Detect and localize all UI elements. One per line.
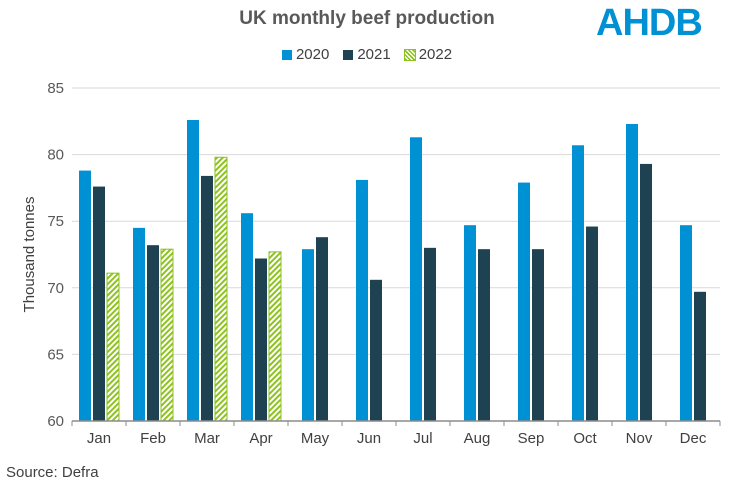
legend-swatch (343, 49, 354, 60)
bar-2021-Sep (532, 249, 544, 421)
x-tick-label: Dec (680, 430, 707, 447)
x-tick-label: Oct (573, 430, 597, 447)
bar-2021-Jul (424, 247, 436, 421)
bar-2022-Apr (268, 251, 282, 422)
y-tick-label: 80 (47, 147, 64, 164)
y-axis-label: Thousand tonnes (21, 197, 38, 313)
bar-2022-Jan (106, 272, 120, 422)
bar-2020-Feb (133, 227, 145, 421)
bar-2020-Jan (79, 170, 91, 421)
y-tick-label: 70 (47, 280, 64, 297)
bar-2020-Jun (356, 179, 368, 421)
y-tick-label: 65 (47, 346, 64, 363)
x-tick-label: Mar (194, 430, 220, 447)
x-tick-label: Sep (518, 430, 545, 447)
legend: 2020 2021 2022 (0, 46, 734, 63)
bar-2020-Dec (680, 225, 692, 421)
bar-2022-Mar (214, 156, 228, 422)
source-note: Source: Defra (6, 464, 99, 481)
legend-swatch (281, 49, 292, 60)
bar-2021-Feb (147, 245, 159, 421)
legend-item-2021: 2021 (343, 46, 391, 63)
bar-2021-Oct (586, 226, 598, 421)
x-tick-label: Aug (464, 430, 491, 447)
bar-2020-Aug (464, 225, 476, 421)
legend-swatch (403, 48, 416, 61)
bar-2020-Oct (572, 145, 584, 421)
bar-2021-Apr (255, 258, 267, 421)
bar-2020-Mar (187, 119, 199, 421)
y-tick-label: 75 (47, 213, 64, 230)
bar-2021-Nov (640, 163, 652, 421)
x-tick-label: Jan (87, 430, 111, 447)
bar-2020-May (302, 249, 314, 421)
bar-2021-Jun (370, 279, 382, 421)
legend-label: 2022 (418, 46, 453, 63)
x-tick-label: Feb (140, 430, 166, 447)
x-tick-label: Nov (626, 430, 653, 447)
legend-label: 2020 (295, 46, 330, 63)
bar-2021-Mar (201, 175, 213, 421)
bar-2022-Feb (160, 248, 174, 422)
y-tick-label: 60 (47, 413, 64, 430)
bar-2021-Dec (694, 291, 706, 421)
bar-2021-May (316, 237, 328, 421)
y-tick-label: 85 (47, 80, 64, 97)
ahdb-logo: AHDB (596, 2, 703, 44)
bar-2021-Aug (478, 249, 490, 421)
x-tick-label: Jun (357, 430, 381, 447)
bar-2020-Jul (410, 137, 422, 421)
legend-label: 2021 (357, 46, 391, 63)
x-tick-label: Apr (249, 430, 272, 447)
chart-title: UK monthly beef production (239, 8, 495, 29)
legend-item-2020: 2020 (281, 46, 330, 63)
x-tick-label: May (301, 430, 330, 447)
bar-2021-Jan (93, 186, 105, 421)
legend-item-2022: 2022 (403, 46, 453, 63)
bar-2020-Apr (241, 213, 253, 421)
bar-2020-Nov (626, 123, 638, 422)
x-tick-label: Jul (413, 430, 432, 447)
bar-2020-Sep (518, 182, 530, 421)
